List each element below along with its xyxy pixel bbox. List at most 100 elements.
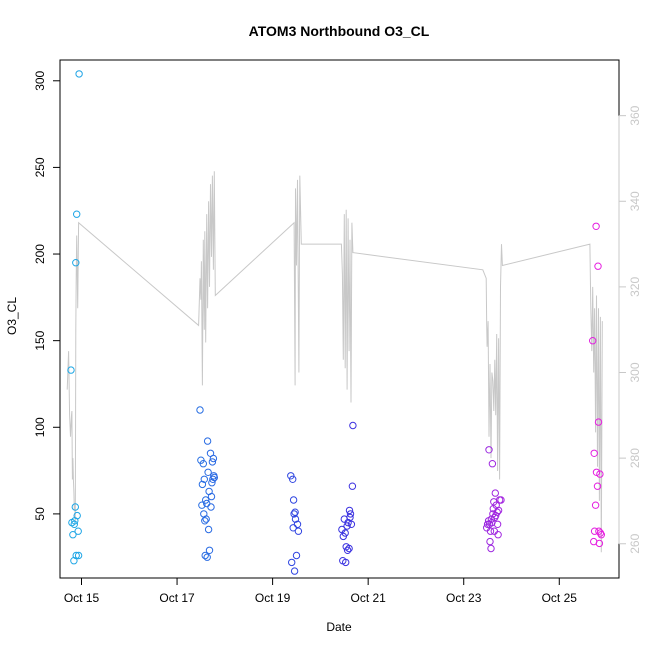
data-point bbox=[198, 480, 207, 489]
y-tick-label: 50 bbox=[33, 507, 47, 521]
data-point bbox=[71, 503, 80, 511]
data-point bbox=[69, 531, 77, 539]
x-tick-label: Oct 15 bbox=[64, 591, 100, 605]
data-point bbox=[294, 527, 303, 535]
data-point bbox=[203, 553, 211, 561]
data-point bbox=[347, 520, 356, 528]
y2-tick-label: 320 bbox=[628, 277, 642, 297]
x-axis: Oct 15 Oct 17 Oct 19 Oct 21 Oct 23 Oct 25 bbox=[64, 577, 578, 605]
data-point bbox=[209, 475, 217, 483]
data-point bbox=[72, 259, 80, 267]
data-point bbox=[204, 468, 212, 476]
data-point bbox=[75, 70, 83, 78]
data-point bbox=[291, 508, 299, 516]
data-point bbox=[287, 472, 295, 480]
data-point bbox=[198, 501, 206, 509]
data-point bbox=[491, 489, 499, 497]
data-point bbox=[209, 454, 218, 463]
data-point bbox=[493, 508, 501, 516]
data-point bbox=[597, 531, 605, 539]
x-tick-label: Oct 21 bbox=[350, 591, 386, 605]
y-tick-label: 150 bbox=[33, 330, 47, 350]
data-point bbox=[292, 551, 301, 560]
data-point bbox=[487, 544, 495, 553]
data-point bbox=[291, 515, 300, 523]
data-point bbox=[203, 437, 212, 445]
data-point bbox=[592, 222, 600, 231]
y-tick-label: 300 bbox=[33, 70, 47, 90]
data-point bbox=[486, 527, 495, 535]
data-point bbox=[493, 520, 502, 528]
y-axis-label: O3_CL bbox=[5, 297, 19, 335]
data-point bbox=[348, 482, 357, 490]
data-point bbox=[210, 473, 219, 482]
data-point bbox=[207, 503, 215, 511]
data-point bbox=[293, 520, 302, 528]
data-point bbox=[70, 520, 79, 528]
data-point bbox=[593, 482, 602, 490]
x-tick-label: Oct 23 bbox=[446, 591, 482, 605]
y-tick-label: 250 bbox=[33, 157, 47, 177]
data-point bbox=[346, 513, 354, 522]
data-point bbox=[485, 446, 493, 454]
data-point bbox=[345, 506, 354, 515]
data-point bbox=[596, 470, 604, 478]
data-point bbox=[205, 546, 214, 554]
y-tick-label: 100 bbox=[33, 417, 47, 437]
y2-tick-label: 340 bbox=[628, 191, 642, 211]
x-tick-label: Oct 19 bbox=[255, 591, 291, 605]
data-point bbox=[594, 262, 602, 270]
y2-tick-label: 300 bbox=[628, 362, 642, 382]
data-point bbox=[591, 501, 600, 509]
data-point bbox=[497, 496, 505, 504]
data-point bbox=[288, 558, 296, 567]
data-point bbox=[73, 210, 81, 218]
data-point bbox=[196, 406, 204, 414]
data-point bbox=[349, 421, 357, 430]
data-point bbox=[594, 418, 603, 426]
data-point bbox=[494, 506, 503, 515]
x-tick-label: Oct 17 bbox=[159, 591, 195, 605]
data-point bbox=[589, 337, 597, 345]
data-point bbox=[201, 551, 209, 560]
data-point bbox=[346, 510, 355, 518]
data-point bbox=[486, 537, 494, 546]
data-point bbox=[494, 531, 502, 539]
data-point bbox=[289, 496, 298, 504]
data-point bbox=[290, 510, 298, 518]
data-point bbox=[342, 558, 350, 567]
data-point bbox=[345, 544, 353, 553]
data-point bbox=[343, 546, 352, 554]
data-point bbox=[207, 492, 216, 501]
data-point bbox=[341, 529, 349, 537]
data-point bbox=[590, 449, 598, 457]
data-point bbox=[73, 511, 81, 520]
y2-tick-label: 360 bbox=[628, 105, 642, 125]
data-point bbox=[200, 475, 209, 483]
data-point bbox=[74, 551, 83, 560]
y-tick-label: 200 bbox=[33, 244, 47, 264]
data-point bbox=[289, 475, 297, 483]
chart-title: ATOM3 Northbound O3_CL bbox=[249, 23, 430, 39]
y2-tick-label: 280 bbox=[628, 448, 642, 468]
data-point bbox=[202, 496, 210, 504]
x-axis-label: Date bbox=[326, 620, 352, 634]
y-axis: 50 100 150 200 250 300 bbox=[33, 70, 61, 521]
data-point bbox=[343, 522, 351, 530]
y-axis-right: 260 280 300 320 340 360 bbox=[618, 105, 642, 554]
data-point bbox=[67, 366, 75, 374]
data-point bbox=[488, 460, 497, 468]
point-series bbox=[67, 70, 605, 575]
data-point bbox=[483, 520, 492, 528]
data-point bbox=[202, 515, 210, 523]
data-point bbox=[290, 567, 299, 575]
data-point bbox=[595, 539, 604, 548]
data-point bbox=[201, 517, 209, 525]
x-tick-label: Oct 25 bbox=[542, 591, 578, 605]
data-point bbox=[204, 525, 213, 534]
y2-tick-label: 260 bbox=[628, 533, 642, 553]
data-point bbox=[208, 458, 217, 466]
data-point bbox=[72, 551, 80, 560]
